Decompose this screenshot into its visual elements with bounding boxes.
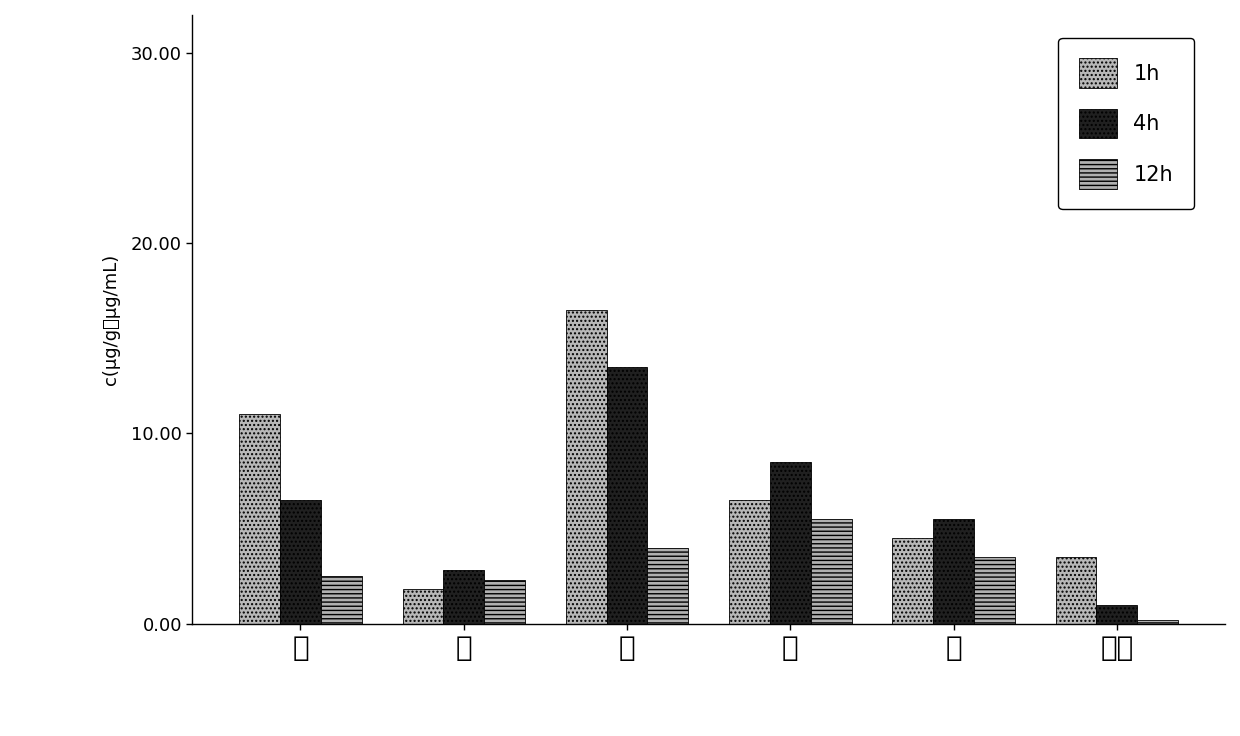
Bar bbox=[565, 310, 606, 623]
Legend: 1h, 4h, 12h: 1h, 4h, 12h bbox=[1059, 38, 1194, 209]
Bar bbox=[647, 548, 688, 623]
Bar bbox=[403, 590, 444, 623]
Bar bbox=[280, 500, 321, 623]
Bar bbox=[811, 519, 852, 623]
Bar bbox=[606, 367, 647, 623]
Bar bbox=[1137, 620, 1178, 623]
Bar bbox=[729, 500, 770, 623]
Bar bbox=[239, 414, 280, 623]
Bar bbox=[934, 519, 973, 623]
Bar bbox=[484, 580, 525, 623]
Bar bbox=[1096, 605, 1137, 623]
Bar bbox=[973, 557, 1014, 623]
Bar bbox=[1055, 557, 1096, 623]
Y-axis label: c(μg/g或μg/mL): c(μg/g或μg/mL) bbox=[102, 254, 120, 385]
Bar bbox=[444, 570, 484, 623]
Bar bbox=[893, 538, 934, 623]
Bar bbox=[770, 462, 811, 623]
Bar bbox=[321, 576, 362, 623]
